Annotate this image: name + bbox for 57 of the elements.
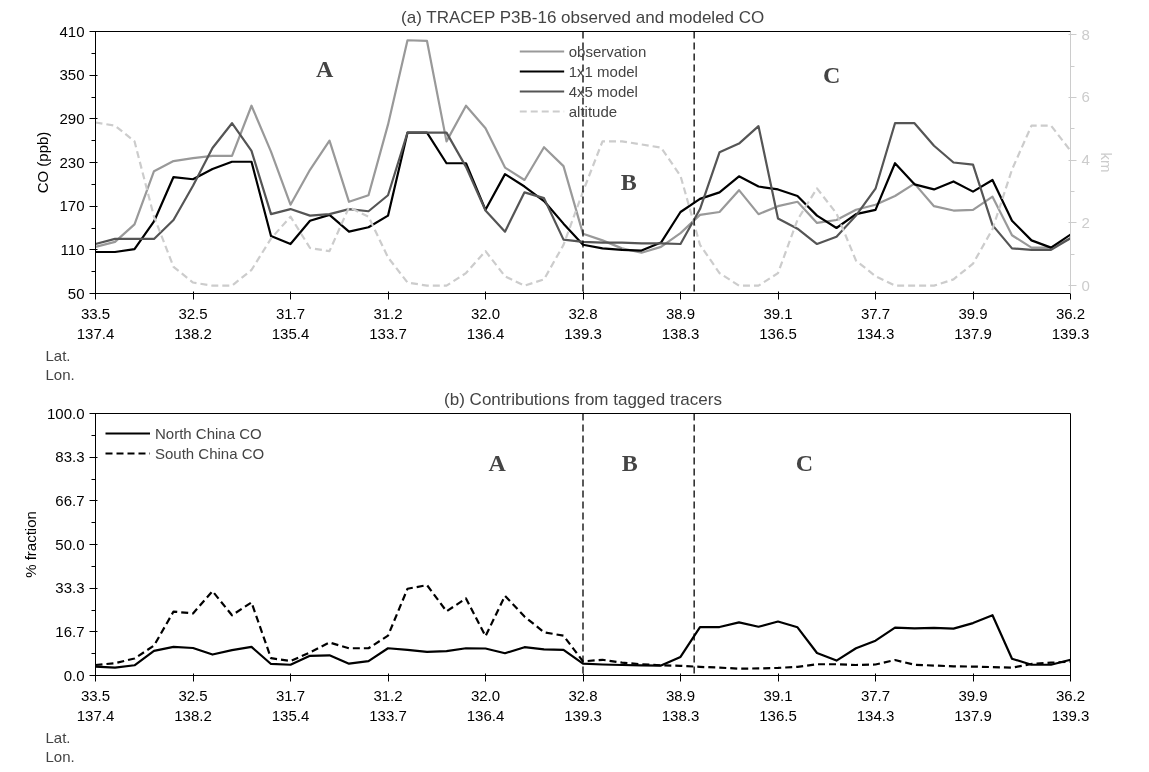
chart-title: (a) TRACEP P3B-16 observed and modeled CO <box>401 7 765 27</box>
x-tick-label: 31.2 133.7 <box>369 686 407 724</box>
legend-label: South China CO <box>155 444 265 462</box>
text: Lon. <box>45 365 75 383</box>
x-tick-label: 38.9 138.3 <box>661 686 700 724</box>
annotation: C <box>822 62 841 89</box>
x-tick-label: 39.9 137.9 <box>954 304 992 342</box>
y-tick-label: 66.7 <box>55 491 85 509</box>
annotation: B <box>621 450 638 477</box>
y-tick-label: 290 <box>59 109 85 127</box>
y-tick-label: 410 <box>59 22 85 40</box>
y-tick-label: 83.3 <box>55 448 85 466</box>
annotation: A <box>488 450 507 477</box>
y-tick-label: 350 <box>59 66 85 84</box>
y-tick-label: 33.3 <box>55 579 85 597</box>
y-tick-label: 110 <box>60 240 85 258</box>
y-tick-label: 16.7 <box>55 622 85 640</box>
y-tick-label: 100.0 <box>46 404 85 422</box>
x-tick-label: 32.5 138.2 <box>174 686 212 724</box>
x-tick-label: 39.1 136.5 <box>759 686 797 724</box>
annotation: B <box>620 169 637 196</box>
text: Lat. <box>45 728 71 746</box>
x-tick-label: 31.7 135.4 <box>271 686 310 724</box>
line-series <box>95 39 1071 254</box>
x-tick-label: 32.0 136.4 <box>466 304 505 342</box>
text: Lat. <box>45 346 71 364</box>
x-tick-label: 33.5 137.4 <box>76 304 115 342</box>
x-tick-label: 32.5 138.2 <box>174 304 212 342</box>
legend-label: 1x1 model <box>568 62 638 80</box>
annotation: A <box>315 55 334 82</box>
x-tick-label: 32.8 139.3 <box>564 304 602 342</box>
y-axis-title: % fraction <box>21 511 39 578</box>
y-axis-title: CO (ppb) <box>34 131 52 194</box>
x-tick-label: 37.7 134.3 <box>856 686 895 724</box>
x-tick-label: 39.9 137.9 <box>954 686 992 724</box>
y-tick-label: 50.0 <box>55 535 85 553</box>
text: Lon. <box>45 747 75 765</box>
x-tick-label: 39.1 136.5 <box>759 304 797 342</box>
legend-label: altitude <box>568 102 618 120</box>
x-tick-label: 36.2 139.3 <box>1051 304 1090 342</box>
x-tick-label: 31.2 133.7 <box>369 304 407 342</box>
y-tick-label: 50 <box>67 284 85 302</box>
legend-label: North China CO <box>155 424 262 442</box>
x-tick-label: 33.5 137.4 <box>76 686 115 724</box>
annotation: C <box>795 450 813 477</box>
x-tick-label: 36.2 139.3 <box>1051 686 1090 724</box>
chart-title: (b) Contributions from tagged tracers <box>444 389 722 409</box>
x-tick-label: 32.0 136.4 <box>466 686 505 724</box>
legend-label: 4x5 model <box>568 82 638 100</box>
x-tick-label: 31.7 135.4 <box>271 304 310 342</box>
legend-label: observation <box>568 42 647 60</box>
y-tick-label: 0.0 <box>63 666 85 684</box>
x-tick-label: 38.9 138.3 <box>661 304 700 342</box>
x-tick-label: 37.7 134.3 <box>856 304 895 342</box>
y-tick-label: 170 <box>59 197 85 215</box>
y-tick-label: 230 <box>59 153 85 171</box>
x-tick-label: 32.8 139.3 <box>564 686 602 724</box>
